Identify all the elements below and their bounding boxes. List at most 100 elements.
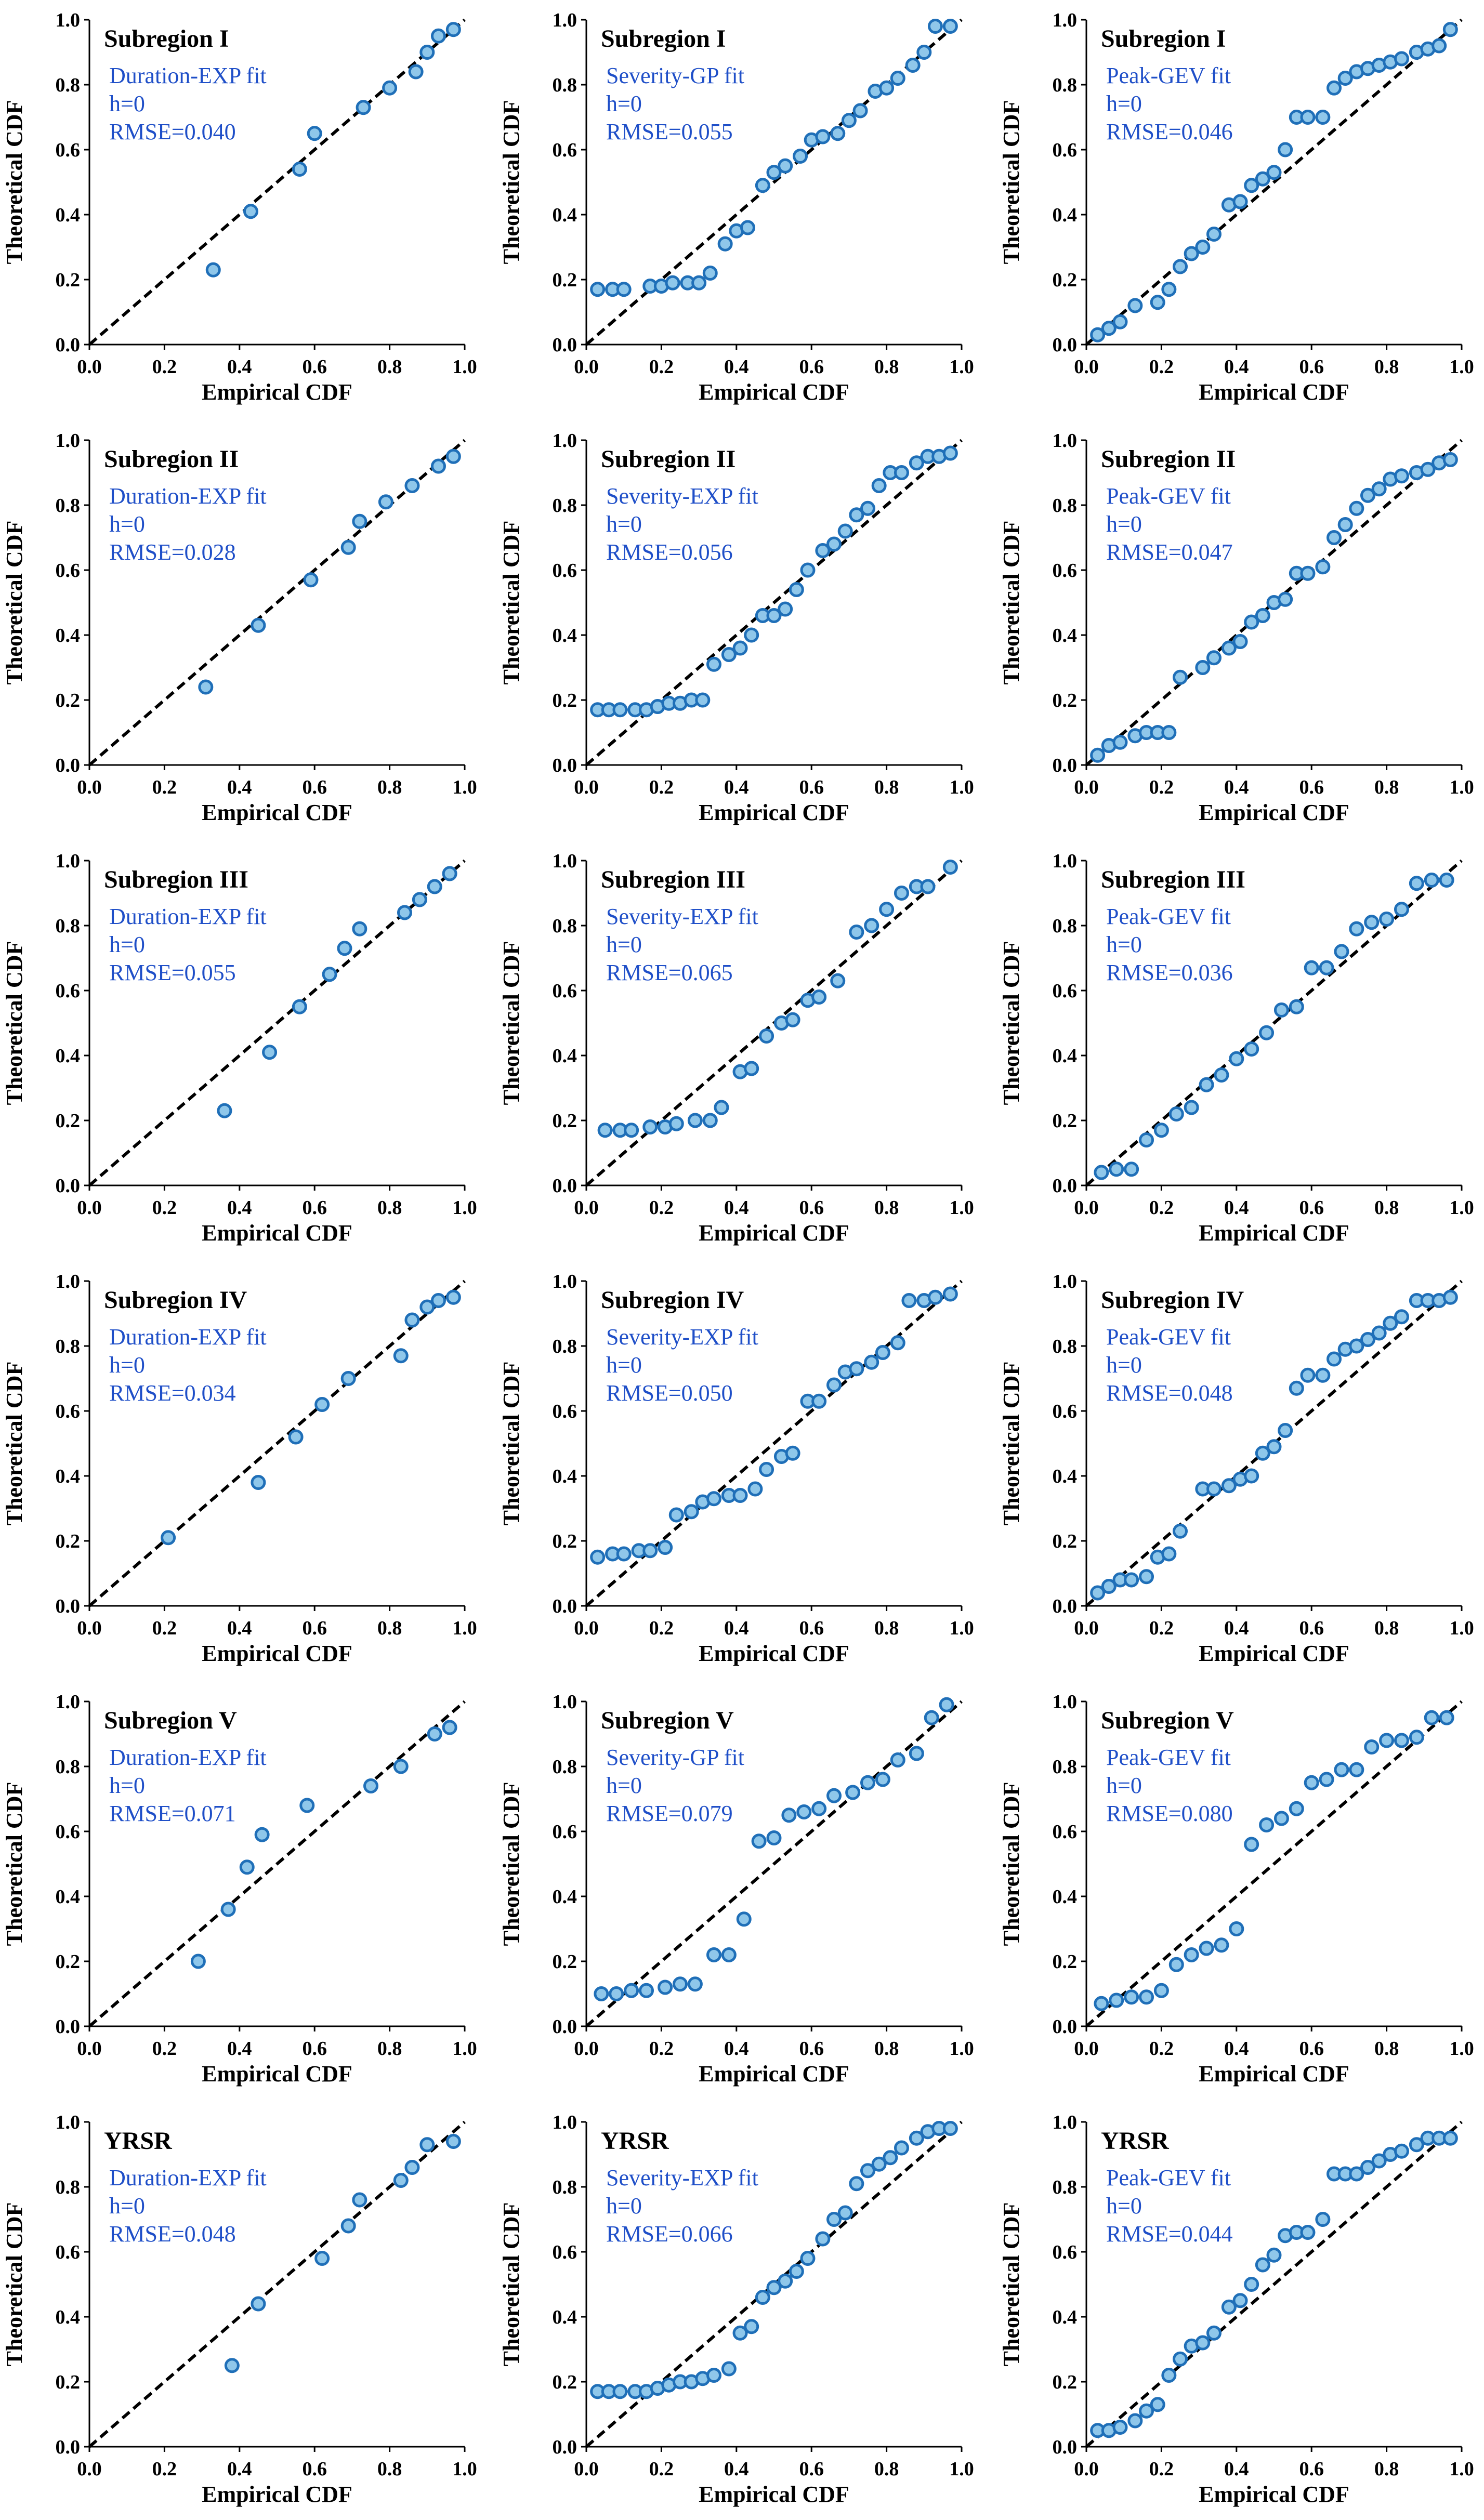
x-tick-label: 0.0 bbox=[1074, 1617, 1099, 1639]
data-point bbox=[404, 1312, 420, 1328]
data-point bbox=[1139, 1132, 1154, 1147]
y-tick-label: 1.0 bbox=[553, 9, 577, 31]
data-point bbox=[815, 2231, 831, 2247]
y-tick-label: 0.6 bbox=[1053, 980, 1078, 1002]
y-tick-label: 0.4 bbox=[553, 1045, 577, 1067]
y-tick-label: 0.6 bbox=[56, 1821, 81, 1843]
x-tick-label: 1.0 bbox=[452, 1197, 477, 1219]
data-point bbox=[849, 507, 864, 523]
data-point bbox=[1278, 591, 1293, 607]
x-tick-label: 0.6 bbox=[1299, 1197, 1324, 1219]
y-tick-label: 0.6 bbox=[1053, 560, 1078, 582]
y-tick-label: 0.0 bbox=[1053, 1175, 1078, 1197]
qq-panel: 0.00.0 0.2 0.2 0.4 0.4 0.6 0.6 0.8 0.8 1.0 1.0 Empi… bbox=[999, 2112, 1474, 2507]
x-tick-label: 0.8 bbox=[874, 2038, 899, 2060]
x-tick-label: 0.2 bbox=[649, 776, 674, 798]
y-tick-label: 1.0 bbox=[1053, 1271, 1078, 1292]
x-axis-label: Empirical CDF bbox=[1199, 1220, 1349, 1246]
data-point bbox=[340, 1371, 356, 1386]
data-point bbox=[419, 1299, 435, 1315]
data-point bbox=[890, 71, 905, 86]
y-tick-label: 0.8 bbox=[56, 915, 81, 937]
data-point bbox=[744, 627, 759, 643]
data-point bbox=[759, 1462, 774, 1477]
data-point bbox=[590, 282, 606, 297]
data-point bbox=[1199, 1077, 1214, 1092]
data-point bbox=[590, 1549, 606, 1565]
data-point bbox=[939, 1697, 954, 1712]
fit-label: Peak-GEV fit bbox=[1106, 63, 1231, 88]
fit-label: Severity-EXP fit bbox=[606, 904, 758, 929]
data-point bbox=[299, 1798, 315, 1813]
data-point bbox=[1371, 1325, 1387, 1341]
data-point bbox=[205, 262, 221, 278]
qq-panel: 0.00.0 0.2 0.2 0.4 0.4 0.6 0.6 0.8 0.8 1.0 1.0 Empi… bbox=[2, 850, 477, 1246]
y-tick-label: 1.0 bbox=[56, 1691, 81, 1713]
y-tick-label: 0.4 bbox=[56, 625, 81, 647]
x-tick-label: 1.0 bbox=[949, 2038, 974, 2060]
h-label: h=0 bbox=[109, 2193, 145, 2219]
rmse-label: RMSE=0.055 bbox=[109, 960, 236, 985]
data-point bbox=[1127, 2413, 1143, 2429]
data-point bbox=[1315, 110, 1331, 125]
x-tick-label: 0.4 bbox=[1224, 2458, 1249, 2480]
rmse-label: RMSE=0.044 bbox=[1106, 2221, 1233, 2247]
data-point bbox=[1394, 1733, 1409, 1748]
y-axis-label: Theoretical CDF bbox=[2, 100, 27, 265]
y-tick-label: 0.4 bbox=[1053, 2306, 1078, 2328]
data-point bbox=[811, 1801, 827, 1816]
y-tick-label: 0.6 bbox=[553, 1401, 577, 1422]
x-tick-label: 0.2 bbox=[1149, 2458, 1174, 2480]
data-point bbox=[442, 1720, 457, 1735]
data-point bbox=[1150, 295, 1165, 310]
x-tick-label: 1.0 bbox=[1449, 776, 1474, 798]
data-point bbox=[1442, 452, 1458, 467]
data-point bbox=[1221, 1478, 1237, 1494]
data-point bbox=[665, 275, 680, 291]
reference-line bbox=[1085, 2120, 1463, 2448]
data-point bbox=[419, 2137, 435, 2153]
data-point bbox=[1244, 1837, 1259, 1852]
data-point bbox=[1244, 178, 1259, 193]
data-point bbox=[404, 2160, 420, 2175]
x-tick-label: 0.6 bbox=[302, 1197, 327, 1219]
x-tick-label: 0.8 bbox=[377, 2458, 402, 2480]
panel-title: Subregion V bbox=[104, 1707, 237, 1734]
data-point bbox=[314, 1397, 330, 1412]
data-point bbox=[811, 1393, 827, 1409]
data-point bbox=[879, 902, 895, 917]
data-point bbox=[732, 2325, 748, 2341]
data-point bbox=[849, 1361, 864, 1377]
data-point bbox=[1304, 1775, 1319, 1790]
y-tick-label: 0.0 bbox=[56, 334, 81, 356]
x-tick-label: 0.8 bbox=[1374, 2458, 1399, 2480]
qq-panel: 0.00.0 0.2 0.2 0.4 0.4 0.6 0.6 0.8 0.8 1.0 1.0 Empi… bbox=[498, 850, 974, 1246]
data-point bbox=[1273, 1811, 1289, 1826]
y-tick-label: 1.0 bbox=[553, 2112, 577, 2133]
fit-label: Duration-EXP fit bbox=[109, 1324, 267, 1350]
y-axis-label: Theoretical CDF bbox=[999, 1782, 1024, 1946]
x-tick-label: 0.4 bbox=[227, 356, 252, 378]
data-point bbox=[852, 103, 868, 118]
y-tick-label: 0.6 bbox=[56, 560, 81, 582]
x-axis-label: Empirical CDF bbox=[699, 2482, 849, 2507]
qq-panel: 0.00.0 0.2 0.2 0.4 0.4 0.6 0.6 0.8 0.8 1.0 1.0 Empi… bbox=[2, 1271, 477, 1666]
data-point bbox=[826, 536, 842, 552]
x-tick-label: 1.0 bbox=[949, 776, 974, 798]
y-tick-label: 0.2 bbox=[553, 1531, 577, 1552]
y-tick-label: 0.4 bbox=[553, 625, 577, 647]
qq-panel: 0.00.0 0.2 0.2 0.4 0.4 0.6 0.6 0.8 0.8 1.0 1.0 Empi… bbox=[498, 430, 974, 825]
y-tick-label: 0.2 bbox=[553, 690, 577, 711]
data-point bbox=[393, 2173, 409, 2188]
panel-title: YRSR bbox=[104, 2127, 173, 2155]
data-point bbox=[1244, 1468, 1259, 1484]
data-point bbox=[1206, 2325, 1222, 2341]
data-point bbox=[830, 126, 846, 141]
y-tick-label: 0.2 bbox=[1053, 2371, 1078, 2393]
y-tick-label: 1.0 bbox=[553, 430, 577, 452]
y-tick-label: 1.0 bbox=[56, 1271, 81, 1292]
x-tick-label: 0.0 bbox=[77, 776, 102, 798]
y-tick-label: 0.8 bbox=[1053, 1756, 1078, 1778]
data-point bbox=[1199, 1941, 1214, 1956]
data-point bbox=[307, 126, 322, 141]
